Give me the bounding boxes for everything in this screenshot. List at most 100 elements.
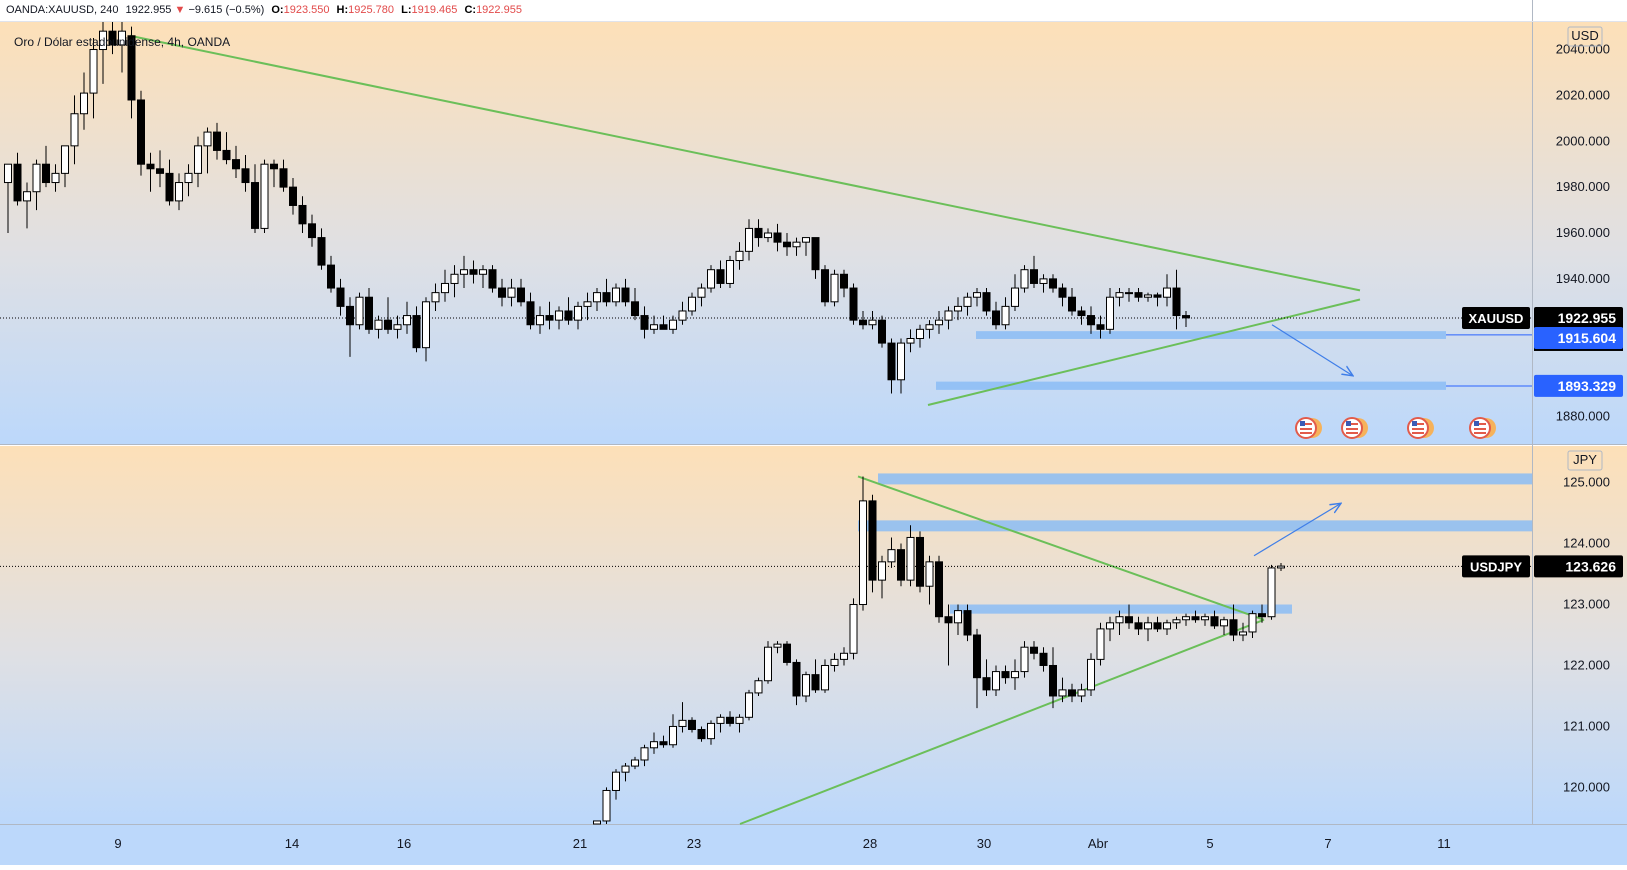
symbol-tag: XAUUSD xyxy=(1469,311,1524,326)
candle xyxy=(840,269,848,298)
candle-body xyxy=(973,292,981,298)
event-icon-stripe xyxy=(1300,423,1312,425)
candle xyxy=(1144,616,1152,642)
candle xyxy=(650,315,658,334)
candle xyxy=(289,177,297,215)
candle-body xyxy=(821,664,829,691)
candle xyxy=(707,720,715,745)
candle xyxy=(1115,610,1124,635)
candle xyxy=(156,150,164,188)
candle-body xyxy=(593,820,601,825)
candle-body xyxy=(498,287,506,298)
candle-body xyxy=(859,500,867,606)
candle xyxy=(32,159,41,211)
candle xyxy=(1049,274,1057,293)
candle-body xyxy=(1172,619,1181,624)
candle xyxy=(393,315,402,339)
symbol-tag: USDJPY xyxy=(1470,559,1522,574)
candle xyxy=(640,744,649,767)
c-value: 1922.955 xyxy=(476,4,522,16)
candle xyxy=(441,269,449,302)
candle-body xyxy=(1077,689,1086,697)
candle xyxy=(118,22,126,73)
candle-body xyxy=(137,99,145,165)
candle xyxy=(754,219,763,247)
candle-body xyxy=(1030,646,1038,654)
candle xyxy=(593,820,601,825)
candle xyxy=(536,306,544,334)
candle-body xyxy=(792,661,801,697)
currency-box xyxy=(1567,450,1603,471)
candle-body xyxy=(602,789,611,822)
candle xyxy=(916,531,924,593)
candle-body xyxy=(840,652,848,660)
candle xyxy=(327,255,335,293)
candle xyxy=(916,324,924,348)
trendline-lower xyxy=(927,298,1361,406)
y-tick-label: 2020.000 xyxy=(1556,87,1610,102)
candle-body xyxy=(1134,292,1143,298)
h-label: H: xyxy=(336,4,349,16)
candle-body xyxy=(431,292,440,303)
candle xyxy=(792,659,801,706)
x-tick-label: 11 xyxy=(1437,836,1451,851)
candle-body xyxy=(156,168,164,174)
candle-body xyxy=(659,324,668,330)
candle xyxy=(631,756,639,770)
candle xyxy=(963,604,972,642)
candle-body xyxy=(260,163,269,229)
candle-body xyxy=(127,35,136,101)
candle-body xyxy=(1077,310,1086,317)
candle xyxy=(564,297,573,325)
candle xyxy=(346,297,354,357)
candle-body xyxy=(992,310,1000,326)
candle xyxy=(707,265,715,293)
candle-body xyxy=(165,172,174,202)
event-icon-stripe xyxy=(1474,432,1486,434)
event-icon-canton xyxy=(1412,421,1417,426)
symbol-label: OANDA:XAUUSD, 240 xyxy=(6,4,119,16)
candle-body xyxy=(830,658,839,666)
candle xyxy=(735,714,744,733)
candle xyxy=(526,292,535,330)
candle xyxy=(925,320,934,339)
candle-body xyxy=(574,305,582,321)
candle xyxy=(602,787,611,824)
candle-body xyxy=(1239,631,1247,636)
candle-body xyxy=(821,269,829,303)
candle-body xyxy=(602,292,611,303)
candle-body xyxy=(1163,622,1171,630)
candle-body xyxy=(1258,613,1266,618)
candle-body xyxy=(1020,269,1029,289)
candle-body xyxy=(954,305,962,312)
candle-body xyxy=(935,561,943,618)
candle xyxy=(384,297,392,334)
candle xyxy=(1020,641,1029,678)
candle-body xyxy=(963,610,972,636)
trendline-upper xyxy=(857,475,1265,621)
candle-body xyxy=(887,549,896,563)
candle-body xyxy=(184,172,193,184)
candle xyxy=(545,301,554,330)
c-label: C: xyxy=(464,4,477,16)
candle xyxy=(1068,288,1076,316)
candle-body xyxy=(1277,565,1285,569)
candle-body xyxy=(1163,287,1171,298)
candle xyxy=(1125,604,1133,629)
candle xyxy=(1011,659,1019,690)
candle xyxy=(612,283,620,307)
candle xyxy=(1163,274,1171,307)
candle-body xyxy=(906,338,915,344)
candle-body xyxy=(1115,616,1124,624)
candle xyxy=(365,288,373,334)
candle-body xyxy=(70,113,79,147)
candle xyxy=(279,159,288,192)
candle-body xyxy=(564,310,573,321)
candle xyxy=(89,38,98,119)
candle-body xyxy=(973,634,981,679)
last-price-label-box xyxy=(1534,555,1623,578)
candle xyxy=(270,159,278,188)
candle xyxy=(802,671,810,703)
candle xyxy=(1039,274,1048,293)
